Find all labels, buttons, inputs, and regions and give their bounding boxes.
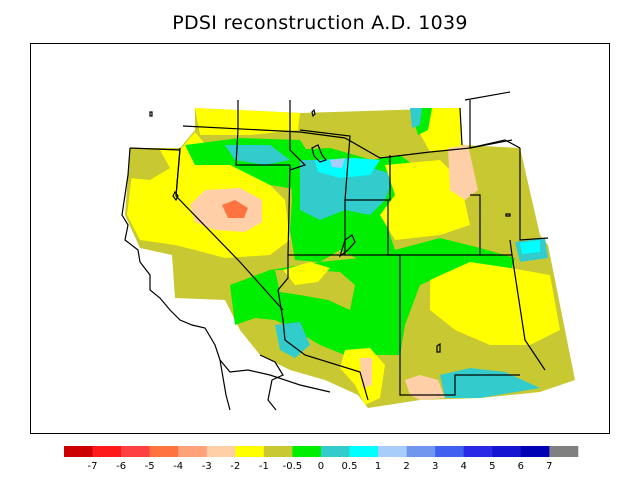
region-wyoming-lightblue (330, 158, 345, 168)
region-idaho-green (185, 138, 320, 190)
legend-swatch-5 (206, 446, 236, 457)
state-borders (121, 91, 549, 411)
legend-label: 7 (546, 461, 552, 472)
legend-swatch-4 (178, 446, 208, 457)
region-nevada-salmon (222, 200, 248, 218)
border-mexico (219, 359, 231, 411)
legend-swatch-9 (320, 446, 350, 457)
legend-swatch-8 (292, 446, 322, 457)
border-id-mt (237, 100, 307, 171)
legend-label: 2 (403, 461, 409, 472)
legend-swatch-14 (463, 446, 493, 457)
legend-swatch-10 (349, 446, 379, 457)
legend-label: -3 (202, 461, 212, 472)
legend-swatch-12 (406, 446, 436, 457)
coast-pacific (121, 147, 221, 361)
legend-swatch-0 (64, 446, 93, 457)
region-dakota-peach (448, 145, 478, 200)
border-ut (287, 164, 346, 256)
legend-label: -5 (145, 461, 155, 472)
coast-gulf (259, 354, 284, 411)
map-frame (30, 43, 610, 434)
lake-small-1 (149, 111, 153, 117)
pdsi-fill-layer (125, 108, 575, 408)
legend-swatch-3 (149, 446, 179, 457)
region-montana-teal (410, 108, 422, 128)
map-title: PDSI reconstruction A.D. 1039 (172, 12, 468, 34)
region-oregon-olive (128, 150, 170, 180)
legend-label: -6 (116, 461, 126, 472)
region-colorado-yellow (380, 160, 470, 240)
legend-label: 1 (375, 461, 381, 472)
legend-swatches (64, 446, 579, 457)
border-oregon-cal (129, 147, 181, 151)
lake-small-3 (505, 213, 511, 217)
region-idaho-teal (225, 145, 290, 165)
region-plains-cyan (520, 240, 540, 254)
legend-swatch-15 (492, 446, 522, 457)
region-texas-peach (405, 375, 445, 400)
border-az-nm (345, 254, 520, 396)
region-arizona-yellow (283, 262, 330, 285)
legend-label: 3 (432, 461, 438, 472)
legend-swatch-6 (235, 446, 265, 457)
legend-label: 6 (518, 461, 524, 472)
border-az (277, 255, 369, 401)
legend-label: -4 (173, 461, 183, 472)
legend-swatch-17 (549, 446, 579, 457)
border-ne (469, 139, 521, 149)
legend-label: 0 (318, 461, 324, 472)
lake-tahoe (172, 190, 179, 202)
legend-label: -2 (230, 461, 240, 472)
legend-label: 4 (461, 461, 467, 472)
coast-baja (219, 359, 331, 393)
lake-great-salt (338, 234, 356, 258)
border-wy (299, 129, 391, 201)
border-tx (459, 107, 546, 371)
lake-small-2 (311, 108, 316, 118)
legend-labels: -7 -6 -5 -4 -3 -2 -1 -0.5 0 0.5 1 2 3 4 5 6 7 (88, 461, 553, 472)
legend-swatch-16 (520, 446, 550, 457)
legend-label: 5 (489, 461, 495, 472)
legend-label: -1 (259, 461, 269, 472)
lake-small-4 (436, 342, 441, 353)
legend-swatch-7 (263, 446, 293, 457)
legend-label: -0.5 (283, 461, 303, 472)
border-nv-ut (175, 129, 290, 197)
lake-yellowstone (311, 144, 328, 163)
region-wyoming-teal (300, 160, 395, 220)
legend-label: -7 (88, 461, 98, 472)
legend-label: 0.5 (342, 461, 358, 472)
legend-swatch-1 (92, 446, 122, 457)
legend-swatch-11 (378, 446, 407, 457)
region-newmexico-yellow (430, 262, 560, 345)
legend-swatch-2 (121, 446, 151, 457)
border-dakota (464, 91, 511, 148)
legend-swatch-13 (435, 446, 465, 457)
